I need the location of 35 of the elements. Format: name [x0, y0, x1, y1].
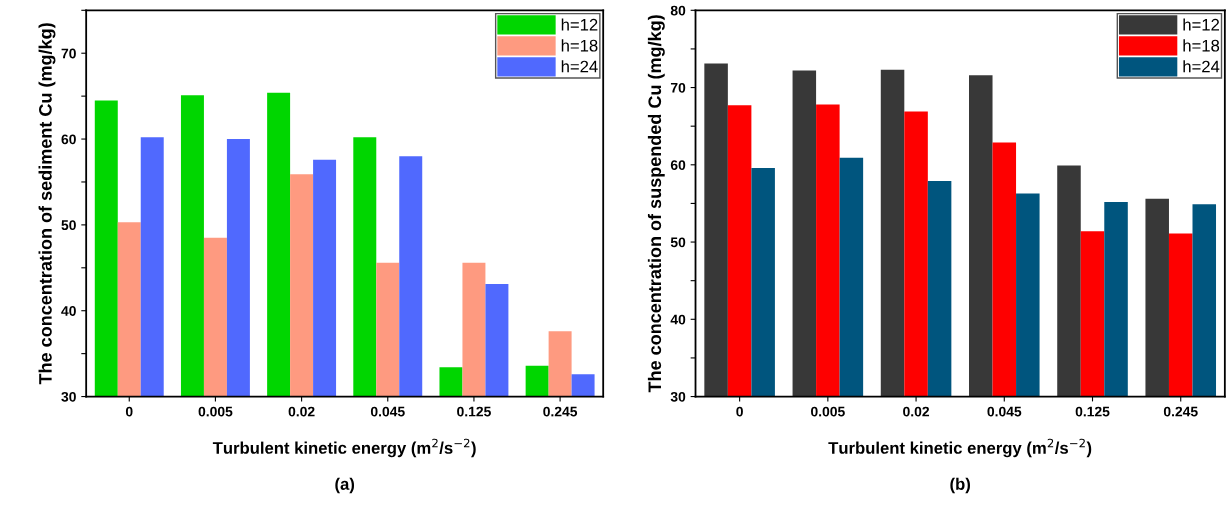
y-tick-label: 70 — [670, 82, 686, 93]
x-tick-label: 0.02 — [903, 406, 930, 417]
y-tick-label: 70 — [61, 48, 76, 59]
x-tick-label: 0.02 — [288, 406, 315, 417]
text: (b) — [950, 477, 970, 494]
x-tick-label: 0.245 — [543, 406, 578, 417]
x-tick-label: 0.045 — [987, 406, 1022, 417]
y-tick-label: 30 — [61, 391, 76, 402]
y-tick-label: 40 — [670, 314, 686, 325]
legend-label: h=12 — [561, 18, 598, 31]
x-tick-label: 0.125 — [1075, 406, 1110, 417]
y-axis-title: The concentration of sediment Cu (mg/kg) — [38, 23, 56, 385]
x-tick-label: 0 — [125, 406, 133, 417]
x-axis-title: Turbulent kinetic energy (m$^{2}$/s$^{−2}$) — [828, 438, 1092, 458]
x-tick-label: 0.245 — [1163, 406, 1198, 417]
y-tick-label: 50 — [61, 220, 76, 231]
x-tick-label: 0.045 — [370, 406, 405, 417]
legend-label: h=18 — [561, 39, 598, 52]
legend-label: h=24 — [1183, 60, 1220, 73]
y-tick-label: 80 — [670, 5, 686, 16]
x-axis-title: Turbulent kinetic energy (m$^{2}$/s$^{−2}$) — [212, 438, 476, 458]
y-tick-label: 60 — [670, 160, 686, 170]
x-tick-label: 0.125 — [457, 406, 491, 417]
legend-label: h=18 — [1183, 39, 1220, 52]
legend-label: h=12 — [1183, 18, 1220, 31]
x-tick-label: 0.005 — [811, 406, 845, 417]
y-tick-label: 30 — [670, 391, 686, 402]
y-axis-title: The concentration of suspended Cu (mg/kg) — [647, 15, 665, 393]
y-tick-label: 60 — [61, 134, 76, 145]
y-tick-label: 50 — [670, 237, 686, 248]
x-tick-label: 0 — [736, 406, 743, 417]
y-tick-label: 40 — [61, 306, 76, 316]
x-tick-label: 0.005 — [198, 406, 233, 417]
text: (a) — [335, 477, 355, 494]
legend-label: h=24 — [561, 60, 598, 73]
